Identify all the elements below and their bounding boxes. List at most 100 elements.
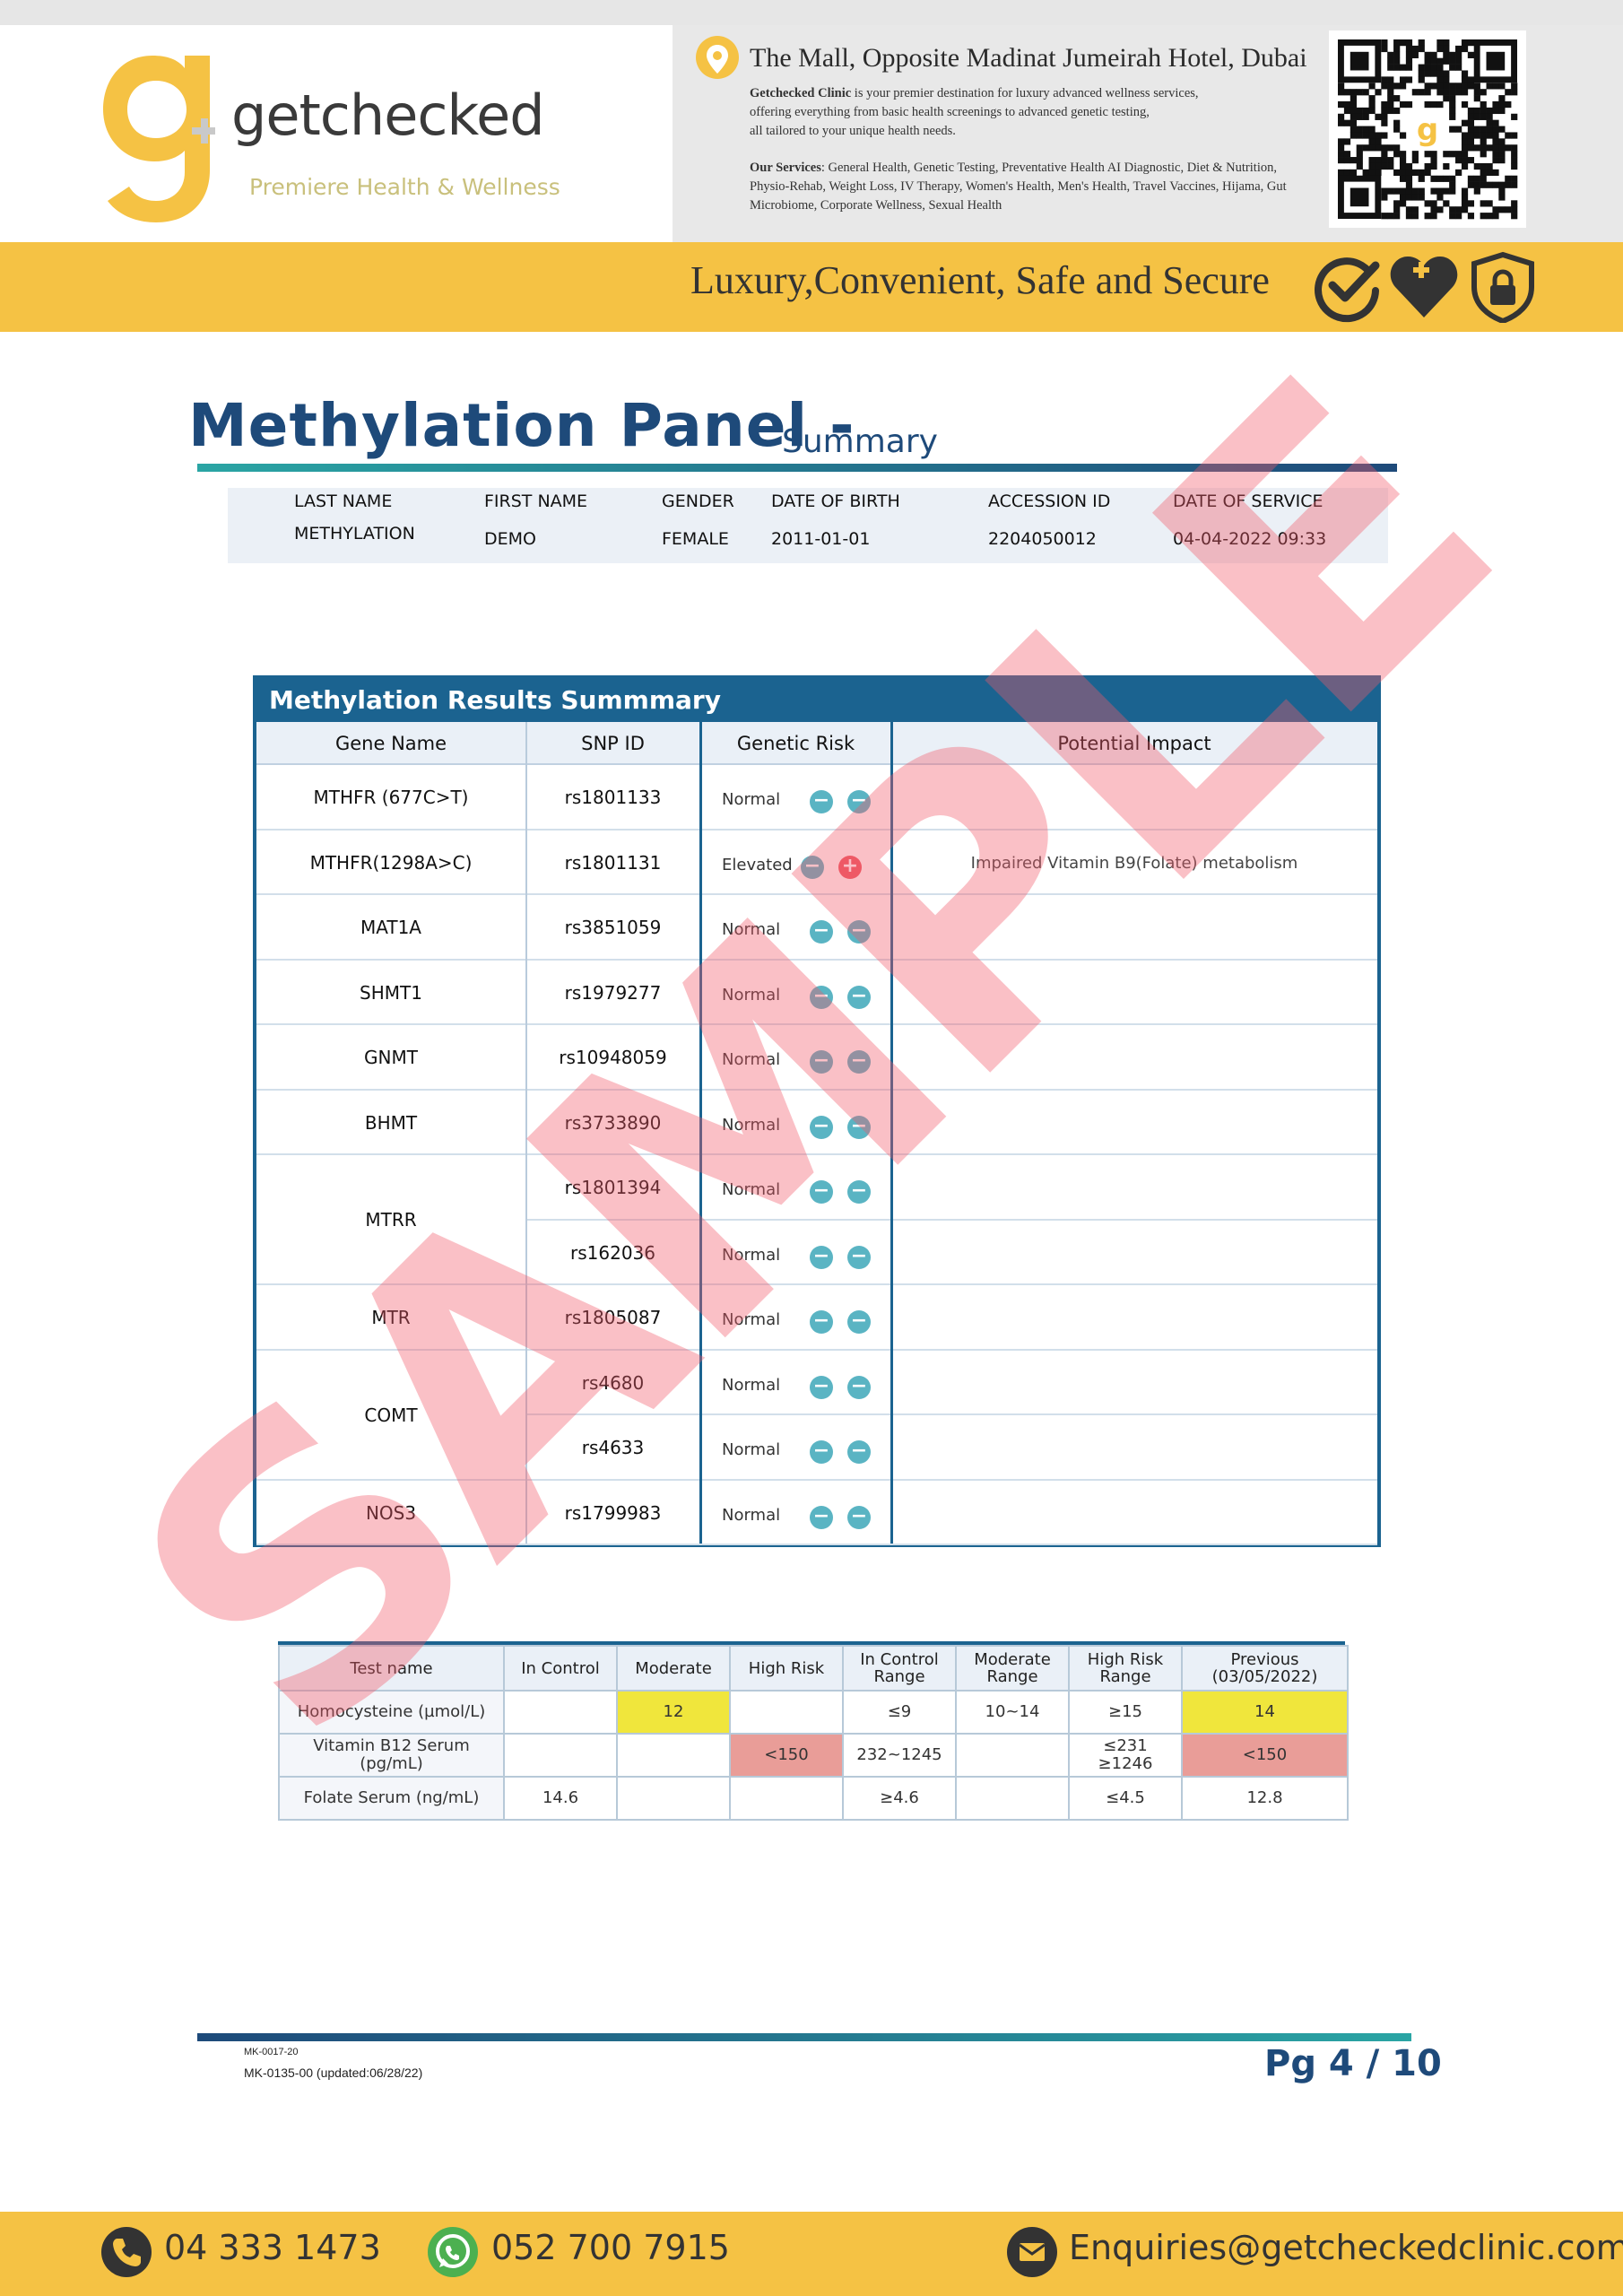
page-subtitle: Summary: [782, 423, 938, 460]
results-row: rs1801394 Normal − −: [256, 1155, 1377, 1221]
snp-id: rs1799983: [564, 1501, 662, 1524]
gene-name: COMT: [256, 1350, 525, 1481]
risk-allele-minus-icon: −: [847, 1440, 871, 1464]
whatsapp-icon: [428, 2227, 478, 2277]
genetic-risk-cell: Normal − −: [700, 1025, 891, 1091]
gene-name: BHMT: [256, 1090, 525, 1155]
marker-row: Homocysteine (µmol/L) 12 ≤9 10~14 ≥15 14: [278, 1690, 1349, 1735]
gene-name: MTRR: [256, 1155, 525, 1285]
document-code-1: MK-0017-20: [244, 2047, 299, 2057]
risk-allele-minus-icon: −: [810, 1115, 833, 1139]
risk-label: Normal: [722, 1375, 781, 1395]
snp-id: rs3851059: [564, 917, 662, 938]
risk-allele-minus-icon: −: [847, 1180, 871, 1204]
in-control-range: ≥4.6: [842, 1776, 957, 1821]
snp-id: rs3733890: [564, 1111, 662, 1134]
check-badge-icon: [1315, 257, 1380, 323]
moderate-value: [616, 1733, 731, 1778]
page-title: Methylation Panel -: [188, 391, 855, 460]
genetic-risk-cell: Normal − −: [700, 895, 891, 961]
results-row: rs1979277 Normal − −: [256, 961, 1377, 1026]
logo-wordmark: getchecked: [231, 83, 545, 148]
results-row: rs4633 Normal − −: [256, 1415, 1377, 1481]
genetic-risk-cell: Normal − −: [700, 1285, 891, 1351]
gene-name: GNMT: [256, 1025, 525, 1091]
risk-allele-minus-icon: −: [810, 985, 833, 1009]
risk-allele-minus-icon: −: [810, 1180, 833, 1204]
risk-allele-minus-icon: −: [810, 1440, 833, 1464]
risk-label: Normal: [722, 1440, 781, 1459]
snp-id: rs4680: [581, 1371, 645, 1394]
column-divider: [525, 722, 527, 1544]
label-accession-id: ACCESSION ID: [988, 491, 1111, 511]
genetic-risk-cell: Normal − −: [700, 1091, 891, 1156]
value-gender: FEMALE: [662, 529, 729, 549]
risk-allele-minus-icon: −: [847, 790, 871, 813]
patient-info-panel: LAST NAME FIRST NAME GENDER DATE OF BIRT…: [228, 488, 1388, 563]
risk-label: Normal: [722, 985, 781, 1004]
risk-allele-minus-icon: −: [810, 790, 833, 813]
high-risk-range: ≤4.5: [1068, 1776, 1183, 1821]
snp-id: rs1801131: [564, 851, 662, 874]
methylation-results-table: Methylation Results Summmary Gene Name S…: [253, 675, 1381, 1547]
snp-id: rs1979277: [564, 981, 662, 1004]
risk-allele-minus-icon: −: [810, 1050, 833, 1074]
email-address[interactable]: Enquiries@getcheckedclinic.com: [1069, 2228, 1623, 2267]
moderate-range: 10~14: [955, 1690, 1070, 1735]
snp-id: rs1805087: [564, 1307, 662, 1328]
gene-name: MTHFR(1298A>C): [256, 830, 525, 895]
results-row: rs3851059 Normal − −: [256, 895, 1377, 961]
label-first-name: FIRST NAME: [484, 491, 588, 511]
genetic-risk-cell: Elevated − +: [700, 831, 891, 896]
header-potential-impact: Potential Impact: [1057, 733, 1211, 754]
risk-label: Normal: [722, 1245, 781, 1265]
email-icon: [1007, 2227, 1057, 2277]
phone-number[interactable]: 04 333 1473: [164, 2228, 381, 2267]
moderate-range: [955, 1733, 1070, 1778]
marker-row: Vitamin B12 Serum (pg/mL) <150 232~1245 ≤23…: [278, 1733, 1349, 1778]
clinic-name: Getchecked Clinic: [750, 86, 852, 100]
genetic-risk-cell: Normal − −: [700, 765, 891, 831]
risk-allele-minus-icon: −: [810, 1310, 833, 1334]
getchecked-logo-icon: [103, 56, 215, 222]
moderate-value: [616, 1776, 731, 1821]
snp-id: rs1801394: [564, 1177, 662, 1198]
previous-value: 14: [1181, 1690, 1349, 1735]
risk-allele-minus-icon: −: [847, 1115, 871, 1139]
risk-allele-minus-icon: −: [810, 1375, 833, 1399]
risk-label: Normal: [722, 1115, 781, 1135]
risk-label: Normal: [722, 1180, 781, 1199]
risk-allele-minus-icon: −: [847, 1245, 871, 1269]
in-control-range: 232~1245: [842, 1733, 957, 1778]
heart-plus-icon: [1390, 257, 1458, 317]
whatsapp-number[interactable]: 052 700 7915: [491, 2228, 730, 2267]
risk-allele-minus-icon: −: [847, 1375, 871, 1399]
results-row: rs1801133 Normal − −: [256, 765, 1377, 831]
header-gene-name: Gene Name: [334, 733, 447, 754]
risk-allele-plus-icon: +: [838, 855, 862, 879]
risk-label: Normal: [722, 1505, 781, 1525]
results-table-title: Methylation Results Summmary: [256, 679, 1377, 722]
test-name: Homocysteine (µmol/L): [278, 1690, 505, 1735]
in-control-range: ≤9: [842, 1690, 957, 1735]
gene-name: NOS3: [256, 1480, 525, 1545]
risk-allele-minus-icon: −: [847, 1310, 871, 1334]
risk-label: Normal: [722, 920, 781, 939]
previous-value: 12.8: [1181, 1776, 1349, 1821]
moderate-range: [955, 1776, 1070, 1821]
value-last-name: METHYLATION: [294, 524, 415, 544]
high-risk-value: <150: [729, 1733, 844, 1778]
markers-header-row: Test name In Control Moderate High Risk …: [278, 1645, 1349, 1692]
header-genetic-risk: Genetic Risk: [736, 733, 855, 754]
genetic-risk-cell: Normal − −: [700, 961, 891, 1026]
value-date-of-service: 04-04-2022 09:33: [1173, 529, 1327, 549]
services-text: : General Health, Genetic Testing, Preve…: [750, 161, 1287, 213]
marker-summary-table: Test name In Control Moderate High Risk …: [278, 1645, 1349, 1821]
header-previous: Previous (03/05/2022): [1181, 1645, 1349, 1692]
high-risk-value: [729, 1776, 844, 1821]
in-control-value: [503, 1733, 618, 1778]
risk-label: Elevated: [722, 855, 793, 874]
moderate-value: 12: [616, 1690, 731, 1735]
results-table-header: Gene Name SNP ID Genetic Risk Potential …: [256, 722, 1377, 765]
column-divider: [699, 722, 702, 1544]
